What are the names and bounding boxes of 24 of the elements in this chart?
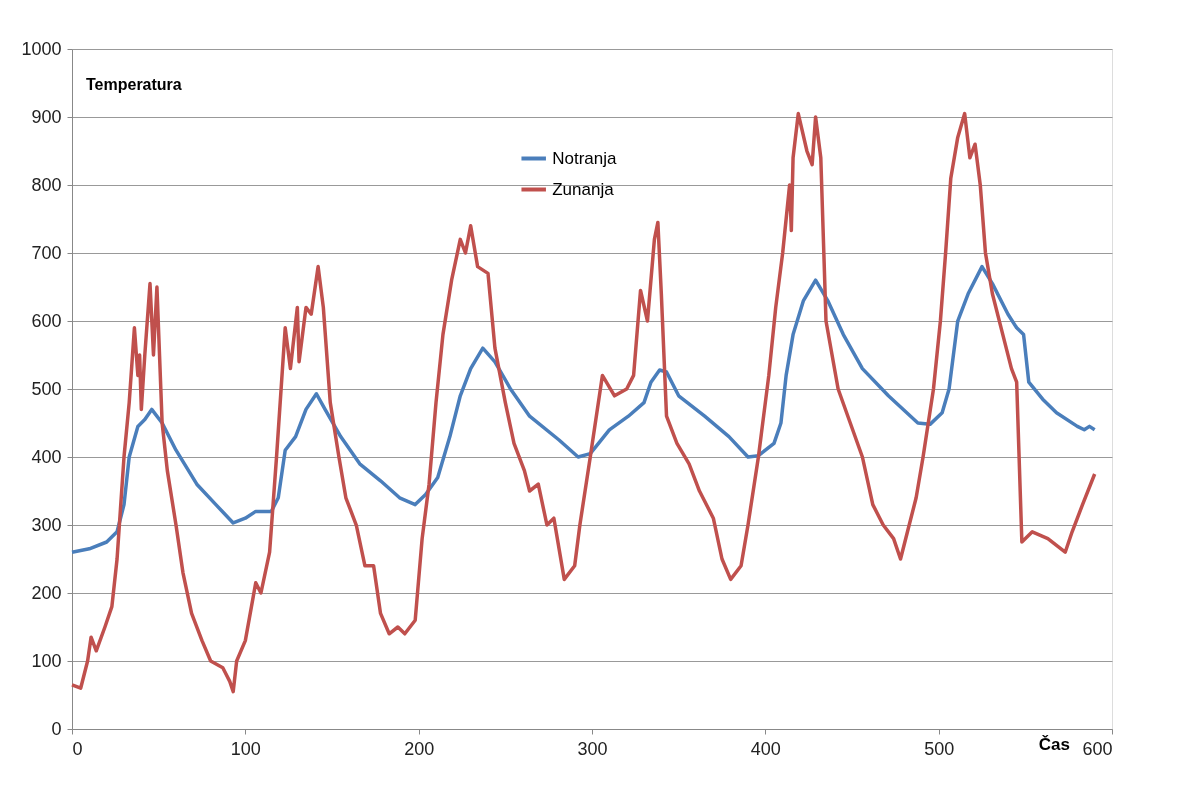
x-tick-label: 400 <box>750 738 781 759</box>
y-tick-label: 500 <box>31 378 62 399</box>
y-tick-label: 400 <box>31 446 62 467</box>
y-axis-title: Temperatura <box>86 76 182 93</box>
x-tick-label: 0 <box>72 738 83 759</box>
x-tick-label: 300 <box>577 738 608 759</box>
y-tick-label: 1000 <box>21 38 62 59</box>
legend-label: Notranja <box>552 148 617 168</box>
y-tick-label: 200 <box>31 582 62 603</box>
x-tick-label: 200 <box>404 738 435 759</box>
x-tick-label: 600 <box>1082 738 1113 759</box>
y-tick-label: 600 <box>31 310 62 331</box>
line-series <box>70 264 1097 554</box>
y-tick-label: 700 <box>31 242 62 263</box>
y-tick-label: 100 <box>31 650 62 671</box>
y-tick-label: 300 <box>31 514 62 535</box>
y-tick-label: 0 <box>51 718 62 739</box>
x-axis-title: Čas <box>1038 735 1070 754</box>
x-tick-label: 500 <box>924 738 955 759</box>
legend-label: Zunanja <box>552 179 615 199</box>
line-series <box>70 111 1097 694</box>
x-tick-label: 100 <box>230 738 261 759</box>
y-tick-label: 900 <box>31 106 62 127</box>
y-tick-label: 800 <box>31 174 62 195</box>
